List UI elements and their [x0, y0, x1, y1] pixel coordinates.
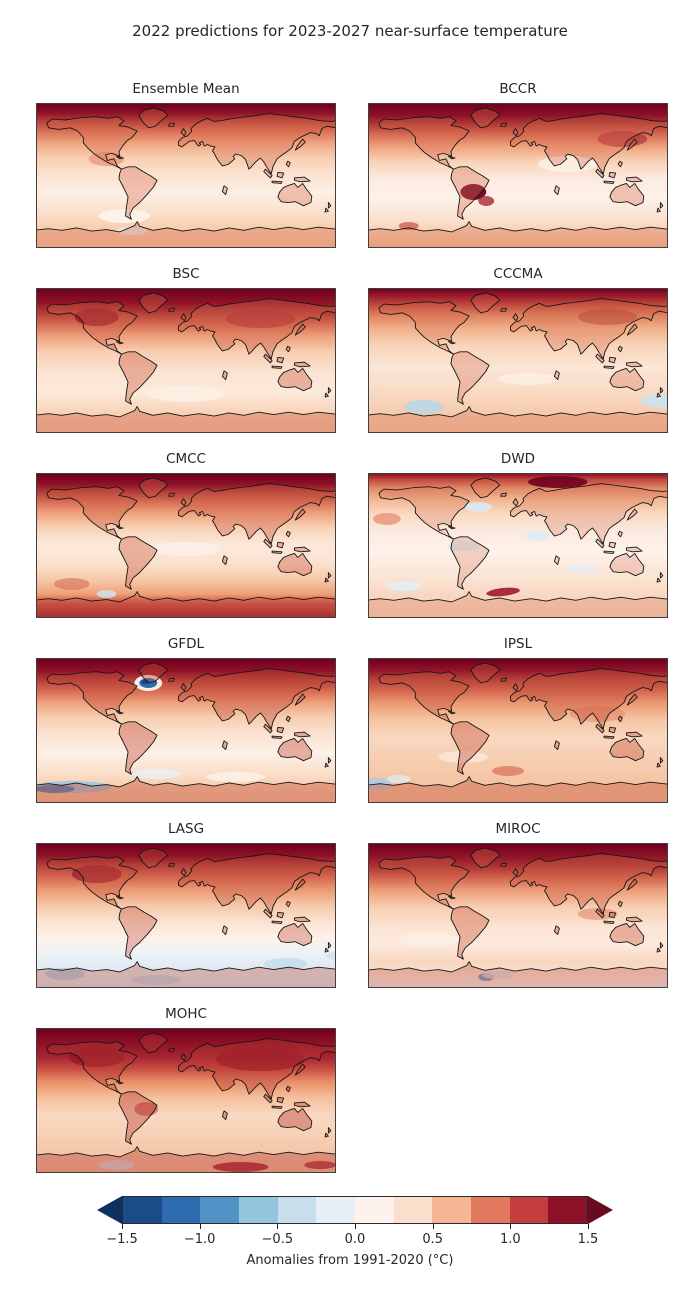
panel-title: IPSL	[503, 636, 533, 652]
colorbar-segment	[509, 1197, 549, 1223]
world-map	[368, 288, 668, 433]
colorbar-tick-mark	[588, 1224, 589, 1229]
colorbar-tick-mark	[432, 1224, 434, 1229]
panel-bccr: BCCR	[368, 79, 668, 248]
panel-gfdl: GFDL	[36, 634, 336, 803]
panel-lasg: LASG	[36, 819, 336, 988]
world-map	[368, 473, 668, 618]
panel-title: GFDL	[167, 636, 205, 652]
colorbar-bar	[122, 1196, 588, 1224]
panel-title: BCCR	[499, 81, 537, 97]
world-map	[36, 288, 336, 433]
panel-cccma: CCCMA	[368, 264, 668, 433]
colorbar-tick-mark	[199, 1224, 201, 1229]
colorbar-segment	[123, 1197, 162, 1223]
colorbar-under-arrow	[97, 1196, 122, 1224]
panel-ipsl: IPSL	[368, 634, 668, 803]
colorbar-tick-label: 0.5	[422, 1232, 443, 1247]
world-map	[36, 658, 336, 803]
colorbar-label: Anomalies from 1991-2020 (°C)	[246, 1253, 454, 1268]
colorbar-segment	[239, 1197, 278, 1223]
panel-mohc: MOHC	[36, 1004, 336, 1173]
panel-bsc: BSC	[36, 264, 336, 433]
panel-title: MOHC	[165, 1006, 207, 1022]
colorbar-tick-label: −0.5	[261, 1232, 294, 1247]
colorbar-segment	[355, 1197, 394, 1223]
colorbar-segment	[277, 1197, 317, 1223]
colorbar-over-arrow	[588, 1196, 613, 1224]
colorbar-segment	[432, 1197, 472, 1223]
panel-title: CCCMA	[493, 266, 543, 282]
colorbar-tick-mark	[122, 1224, 123, 1229]
colorbar-tick-mark	[510, 1224, 512, 1229]
colorbar-segment	[393, 1197, 433, 1223]
colorbar-tick-label: 0.0	[344, 1232, 366, 1247]
panel-dwd: DWD	[368, 449, 668, 618]
colorbar-segment	[200, 1197, 240, 1223]
panel-title: BSC	[172, 266, 200, 282]
figure-title: 2022 predictions for 2023-2027 near-surf…	[132, 22, 568, 40]
world-map	[36, 103, 336, 248]
world-map	[368, 843, 668, 988]
panel-title: DWD	[500, 451, 536, 467]
world-map	[368, 103, 668, 248]
panel-title: Ensemble Mean	[132, 81, 240, 97]
panel-miroc: MIROC	[368, 819, 668, 988]
colorbar-segment	[471, 1197, 510, 1223]
colorbar-segment	[548, 1197, 588, 1223]
panel-ensemble-mean: Ensemble Mean	[36, 79, 336, 248]
panel-title: CMCC	[166, 451, 206, 467]
colorbar-tick-mark	[355, 1224, 356, 1229]
colorbar-segment	[316, 1197, 356, 1223]
world-map	[368, 658, 668, 803]
colorbar-tick-label: −1.0	[183, 1232, 216, 1247]
colorbar-tick-label: 1.5	[577, 1232, 599, 1247]
panel-cmcc: CMCC	[36, 449, 336, 618]
world-map	[36, 473, 336, 618]
colorbar-tick-mark	[277, 1224, 279, 1229]
world-map	[36, 1028, 336, 1173]
panel-title: MIROC	[495, 821, 541, 837]
colorbar-segment	[161, 1197, 201, 1223]
colorbar-tick-label: −1.5	[106, 1232, 138, 1247]
world-map	[36, 843, 336, 988]
panel-title: LASG	[167, 821, 205, 837]
colorbar-tick-label: 1.0	[499, 1232, 521, 1247]
